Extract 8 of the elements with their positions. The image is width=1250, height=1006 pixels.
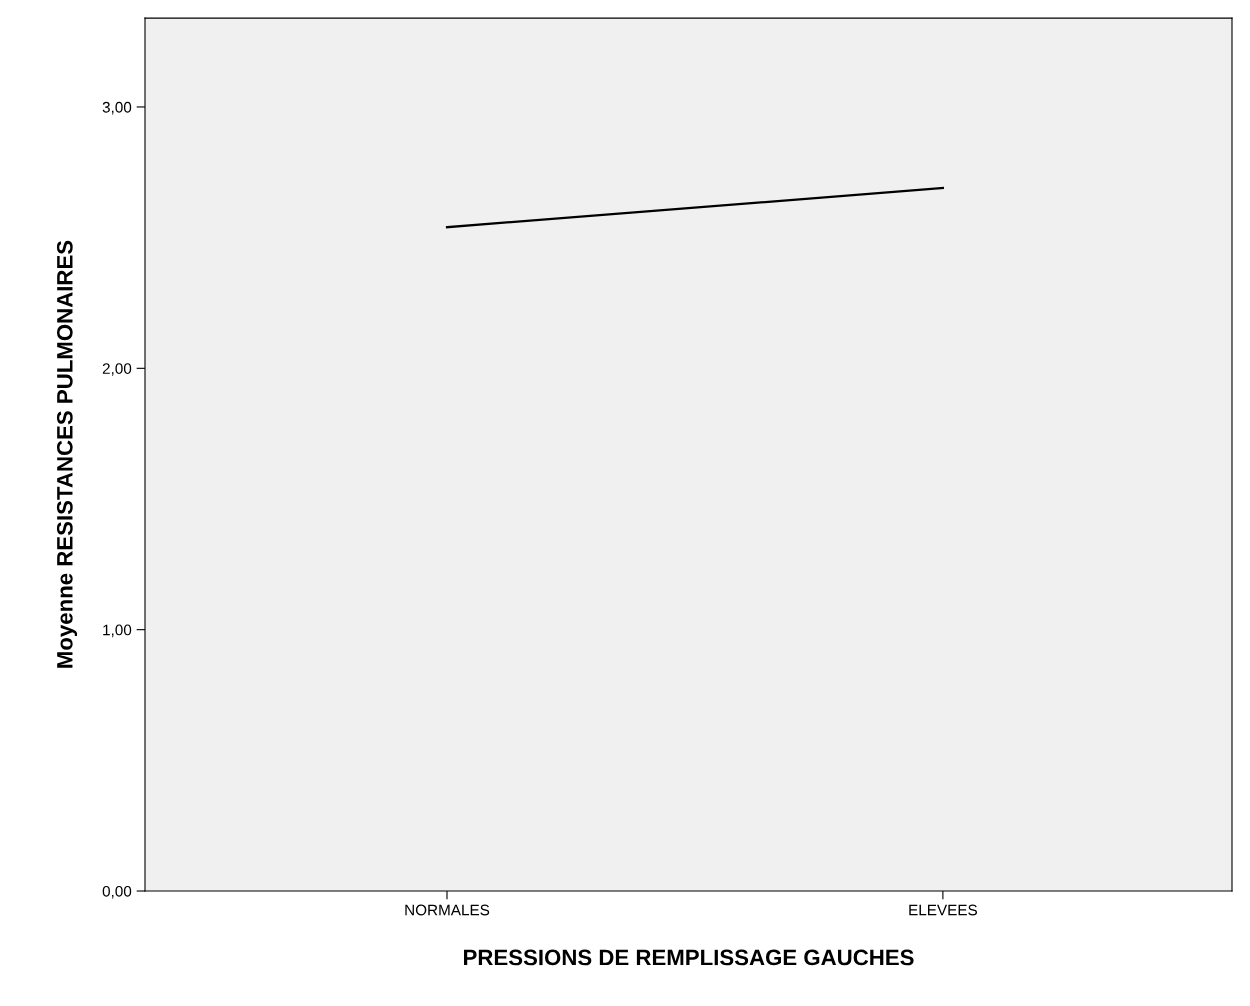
y-tick-label: 1,00 [103, 624, 132, 638]
x-tick-label: NORMALES [405, 904, 490, 916]
y-axis-title: Moyenne RESISTANCES PULMONAIRES [56, 240, 78, 668]
y-tick-label: 3,00 [102, 101, 132, 115]
y-tick-label: 0,00 [102, 885, 132, 899]
x-tick-label: ELEVEES [909, 904, 978, 916]
y-tick-label: 2,00 [102, 363, 132, 376]
x-axis-title: PRESSIONS DE REMPLISSAGE GAUCHES [464, 949, 914, 966]
